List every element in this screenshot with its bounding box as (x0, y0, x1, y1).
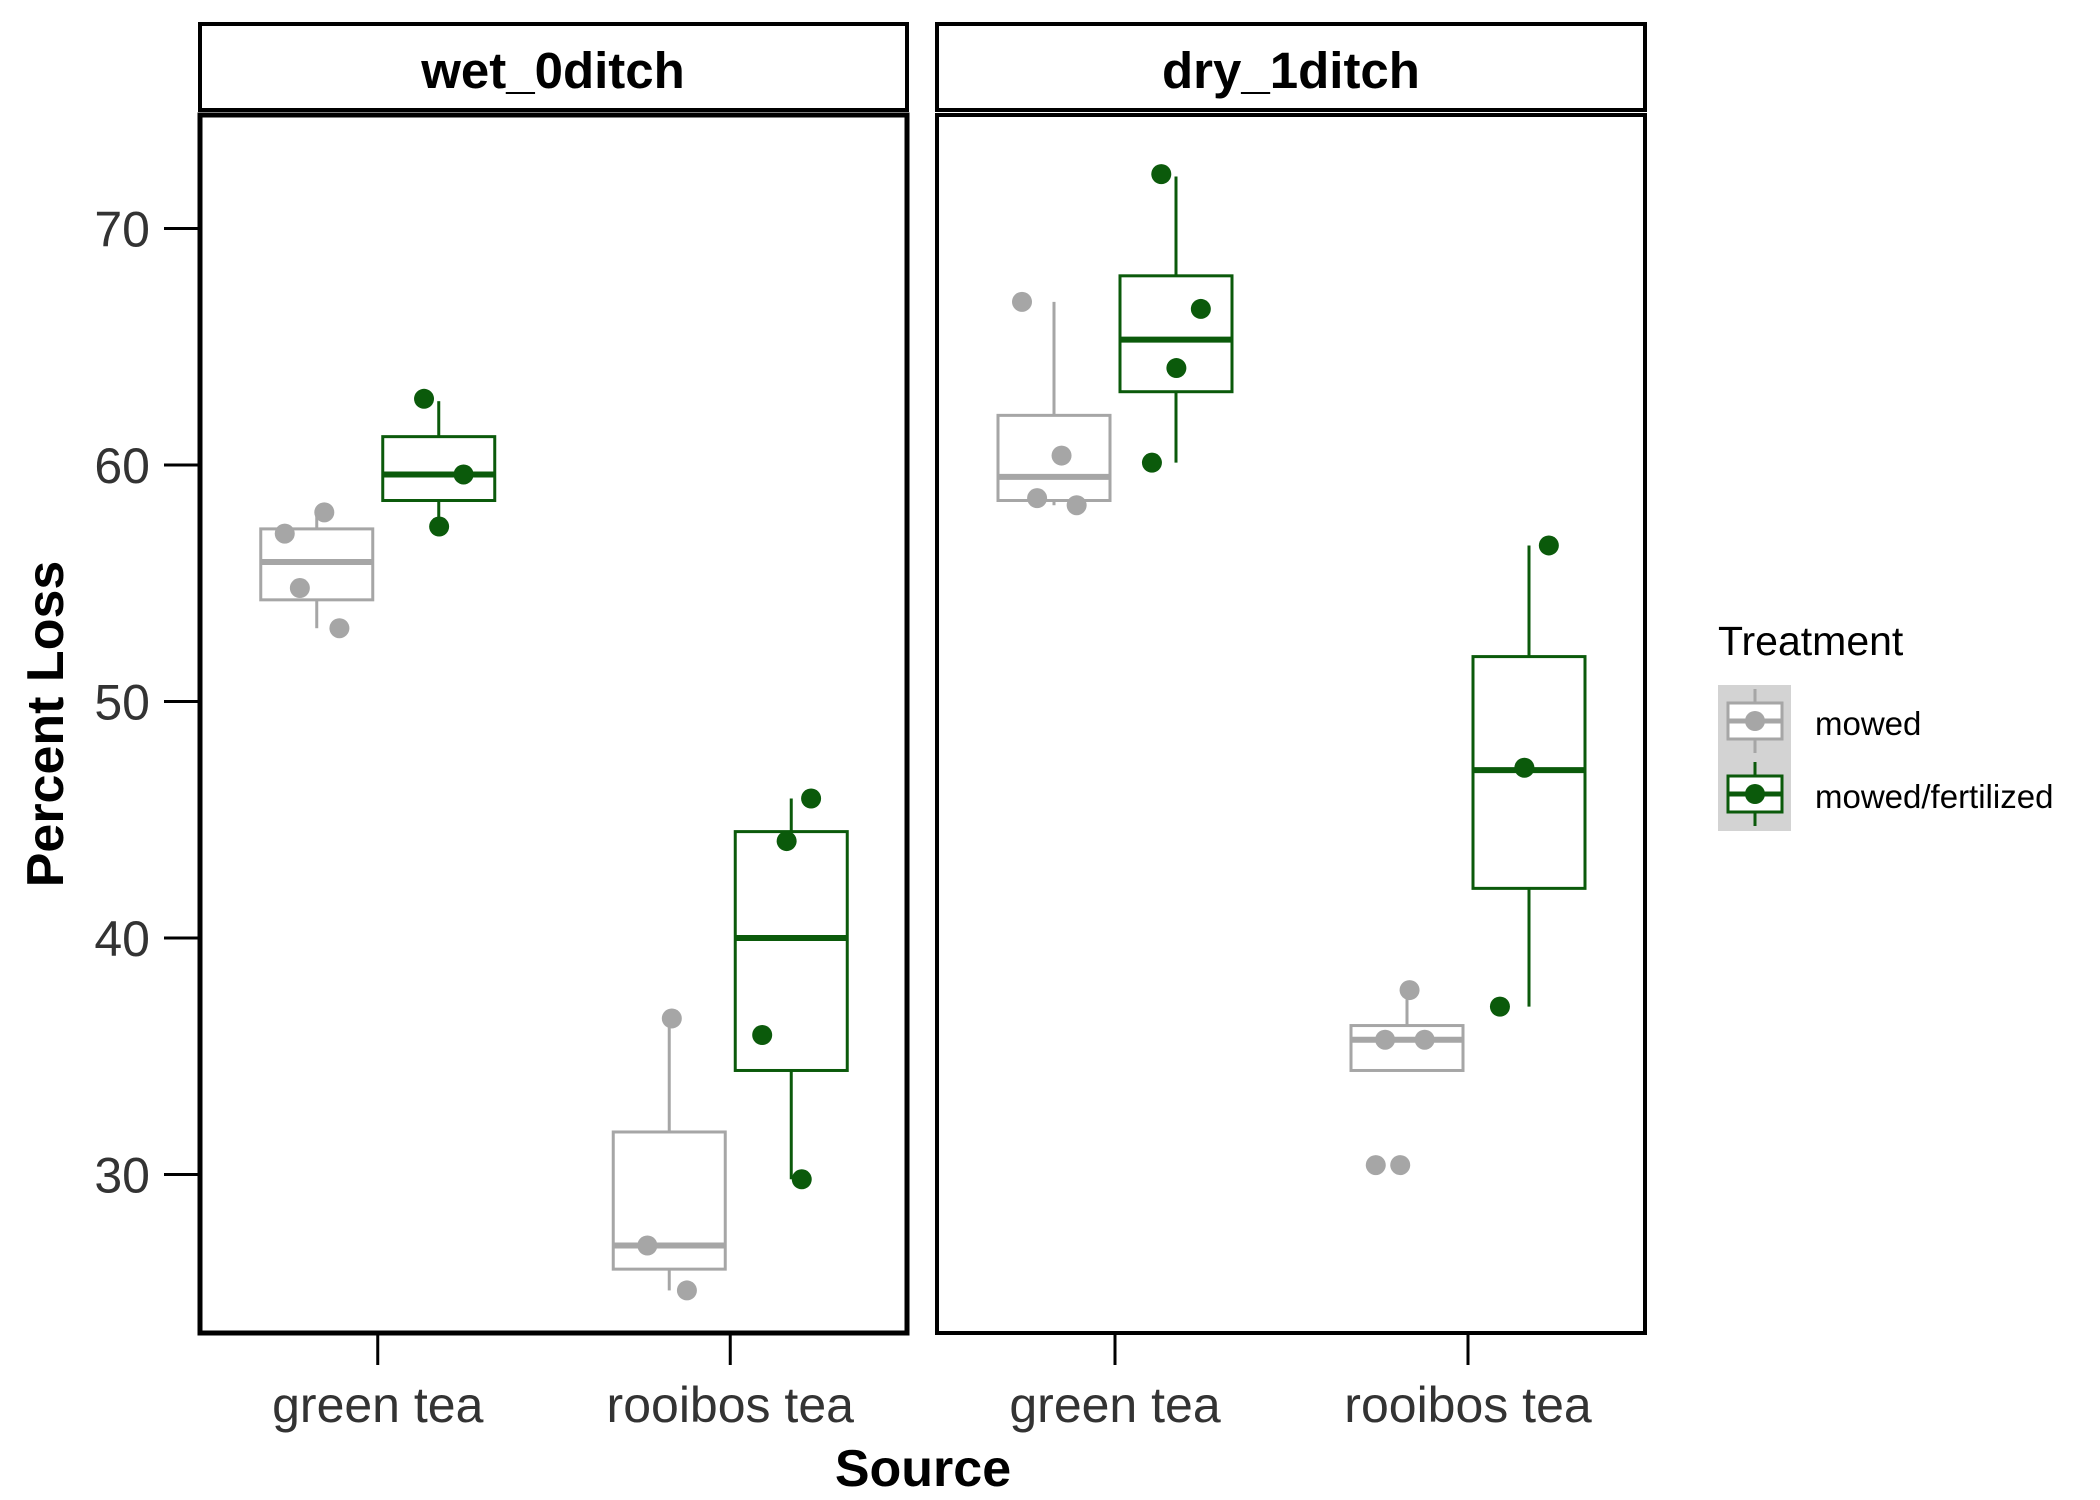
point-dry-1ditch-rooibos-tea-mowed-0 (1399, 980, 1420, 1001)
x-tick-label-dry-1ditch-green-tea: green tea (1009, 1377, 1220, 1433)
point-dry-1ditch-green-tea-mowed-fertilized-1 (1190, 298, 1211, 319)
point-wet-0ditch-green-tea-mowed-1 (314, 502, 335, 523)
x-tick-label-dry-1ditch-rooibos-tea: rooibos tea (1344, 1377, 1592, 1433)
point-dry-1ditch-rooibos-tea-mowed-fertilized-0 (1538, 535, 1559, 556)
point-dry-1ditch-rooibos-tea-mowed-1 (1375, 1029, 1396, 1050)
legend: Treatment mowed mowed/fertilized (1718, 618, 2053, 831)
point-wet-0ditch-green-tea-mowed-fertilized-1 (453, 464, 474, 485)
point-wet-0ditch-rooibos-tea-mowed-2 (676, 1280, 697, 1301)
point-wet-0ditch-green-tea-mowed-fertilized-0 (414, 388, 435, 409)
point-wet-0ditch-rooibos-tea-mowed-1 (637, 1235, 658, 1256)
legend-label-mowed: mowed (1815, 705, 1921, 742)
point-dry-1ditch-green-tea-mowed-2 (1027, 488, 1048, 509)
x-axis-title: Source (835, 1440, 1011, 1498)
x-ticks-dry-1ditch: green tea rooibos tea (1009, 1333, 1592, 1433)
point-wet-0ditch-rooibos-tea-mowed-fertilized-2 (752, 1025, 773, 1046)
x-tick-label-wet-0ditch-rooibos-tea: rooibos tea (607, 1377, 855, 1433)
box-wet-0ditch-green-tea-mowed-fertilized (381, 435, 497, 503)
point-dry-1ditch-green-tea-mowed-fertilized-0 (1151, 164, 1172, 185)
legend-keys (1726, 689, 1784, 826)
point-wet-0ditch-rooibos-tea-mowed-fertilized-0 (801, 788, 822, 809)
point-wet-0ditch-green-tea-mowed-3 (329, 618, 350, 639)
point-wet-0ditch-green-tea-mowed-fertilized-2 (429, 516, 450, 537)
y-tick-label-50: 50 (94, 675, 150, 731)
point-dry-1ditch-rooibos-tea-mowed-fertilized-2 (1489, 996, 1510, 1017)
point-dry-1ditch-green-tea-mowed-fertilized-2 (1166, 358, 1187, 379)
strip-dry-1ditch (935, 22, 1647, 112)
box-wet-0ditch-rooibos-tea-mowed-fertilized (733, 830, 849, 1072)
point-wet-0ditch-green-tea-mowed-2 (289, 578, 310, 599)
point-wet-0ditch-green-tea-mowed-0 (274, 523, 295, 544)
y-axis: 30 40 50 60 70 (94, 202, 200, 1204)
point-dry-1ditch-green-tea-mowed-1 (1051, 445, 1072, 466)
legend-label-mowed-fertilized: mowed/fertilized (1815, 778, 2053, 815)
point-wet-0ditch-rooibos-tea-mowed-fertilized-3 (791, 1169, 812, 1190)
legend-key-point-mowed-fertilized (1745, 784, 1765, 804)
y-tick-label-70: 70 (94, 202, 150, 258)
point-wet-0ditch-rooibos-tea-mowed-fertilized-1 (776, 831, 797, 852)
point-dry-1ditch-rooibos-tea-mowed-3 (1390, 1155, 1411, 1176)
x-tick-label-wet-0ditch-green-tea: green tea (272, 1377, 483, 1433)
point-dry-1ditch-rooibos-tea-mowed-2 (1414, 1029, 1435, 1050)
point-dry-1ditch-rooibos-tea-mowed-fertilized-1 (1514, 757, 1535, 778)
box-dry-1ditch-rooibos-tea-mowed (1349, 1024, 1465, 1072)
point-dry-1ditch-green-tea-mowed-0 (1012, 291, 1032, 312)
point-dry-1ditch-green-tea-mowed-3 (1066, 495, 1087, 516)
panel-dry-1ditch-marks (996, 164, 1587, 1176)
y-axis-title: Percent Loss (17, 561, 75, 888)
point-dry-1ditch-rooibos-tea-mowed-4 (1365, 1155, 1386, 1176)
legend-key-point-mowed (1745, 711, 1765, 731)
strip-label-dry-1ditch: dry_1ditch (1162, 42, 1420, 99)
y-tick-label-30: 30 (94, 1148, 150, 1204)
point-dry-1ditch-green-tea-mowed-fertilized-3 (1141, 452, 1162, 473)
legend-title: Treatment (1718, 618, 1904, 664)
panel-border-wet-0ditch (197, 112, 910, 1336)
box-wet-0ditch-rooibos-tea-mowed (611, 1130, 727, 1271)
x-ticks-wet-0ditch: green tea rooibos tea (272, 1333, 854, 1433)
strip-label-wet-0ditch: wet_0ditch (420, 42, 685, 99)
y-tick-label-60: 60 (94, 438, 150, 494)
y-tick-label-40: 40 (94, 911, 150, 967)
panel-wet-0ditch: wet_0ditch green tea rooibos tea (197, 22, 910, 1433)
panel-border-dry-1ditch (935, 113, 1647, 1335)
panel-wet-0ditch-marks (259, 388, 849, 1301)
point-wet-0ditch-rooibos-tea-mowed-0 (661, 1008, 682, 1029)
strip-wet-0ditch (198, 22, 909, 112)
panel-dry-1ditch: dry_1ditch green tea rooibos tea (935, 22, 1647, 1433)
